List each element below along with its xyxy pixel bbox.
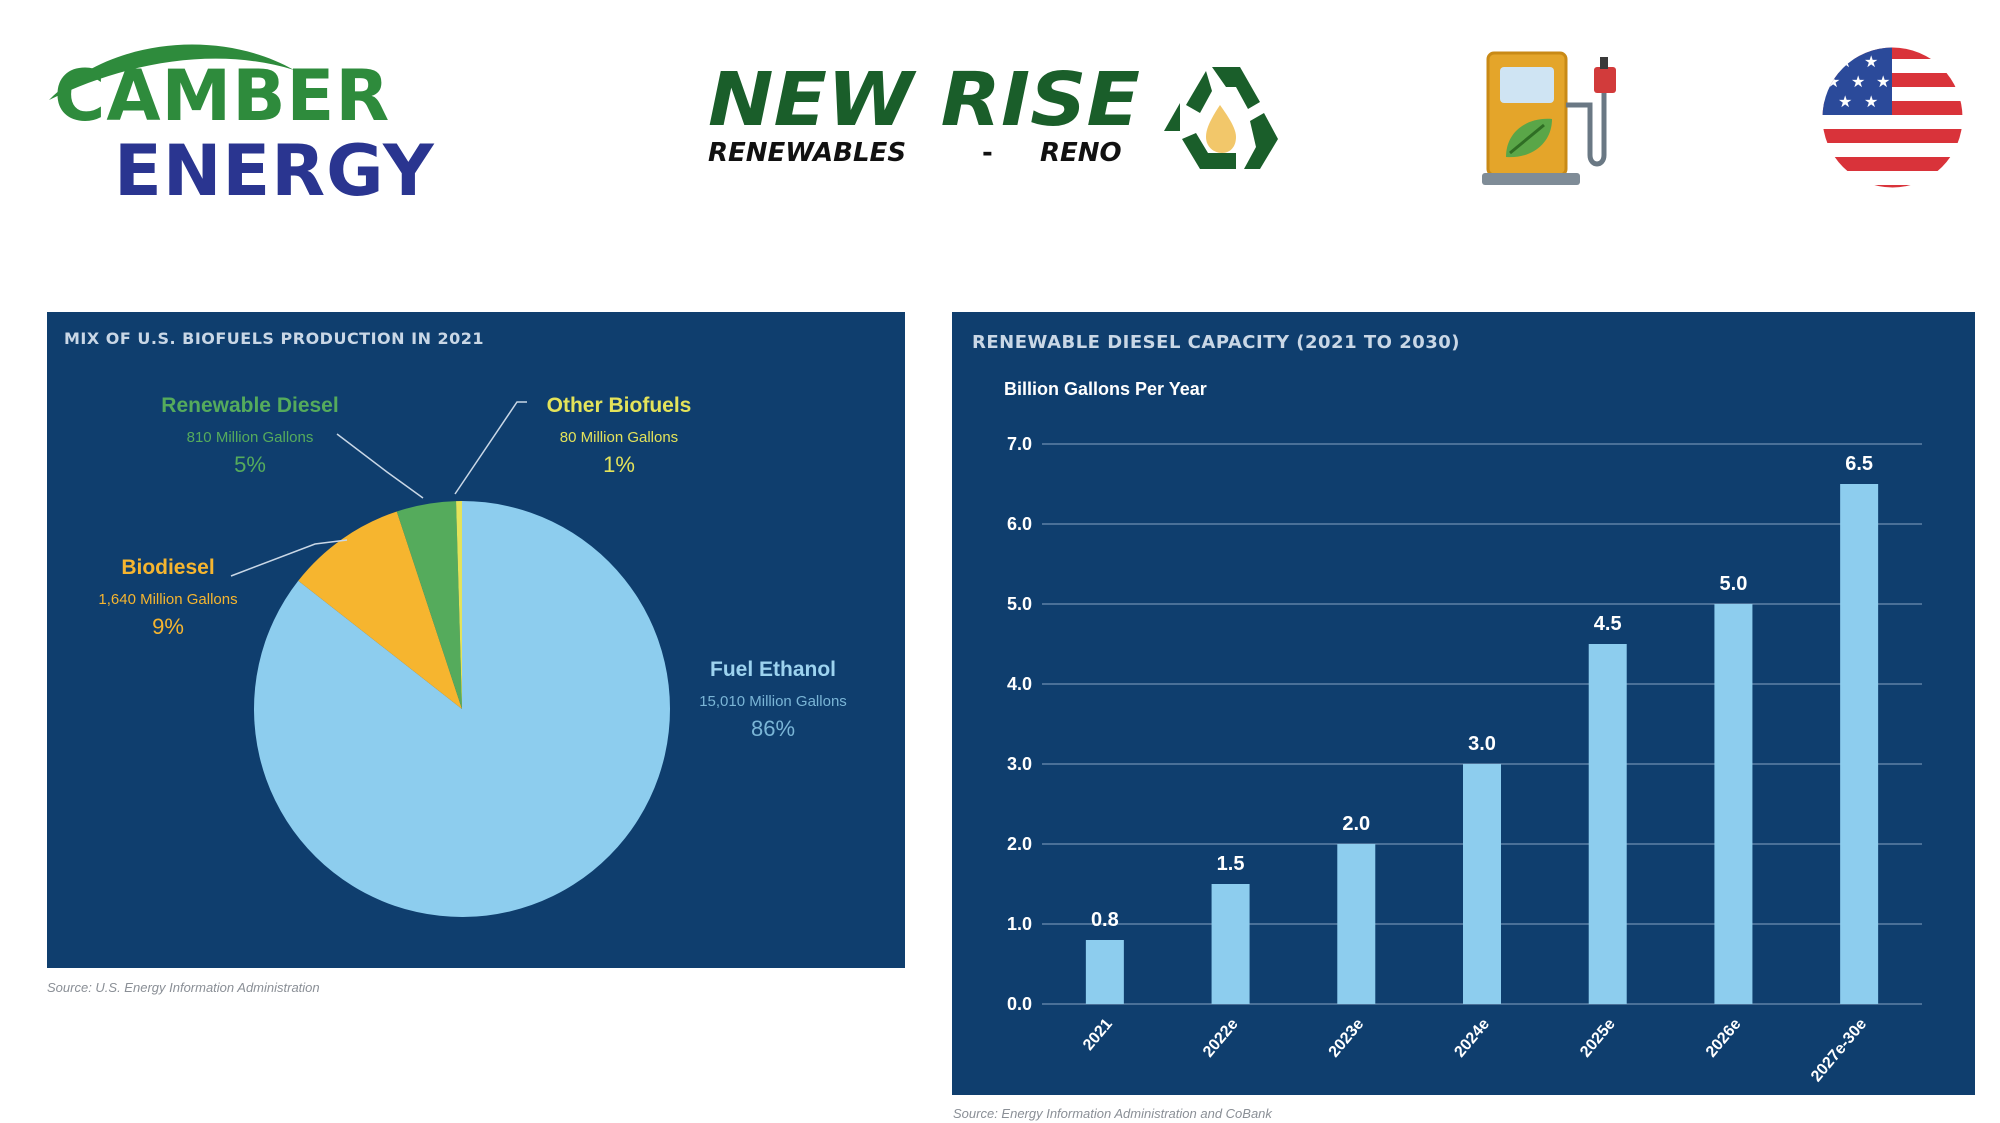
bar-value-label: 6.5 [1845,453,1873,475]
bar-2021 [1085,940,1124,1004]
bar-y-tick-label: 6.0 [1007,514,1032,534]
bar-y-tick-label: 7.0 [1007,434,1032,454]
bar-value-label: 5.0 [1720,573,1748,595]
new-rise-subtitle-right: RENO [1040,138,1122,168]
pie-chart-source: Source: U.S. Energy Information Administ… [47,980,320,995]
new-rise-title: NEW RISE [708,57,1140,143]
bar-y-tick-label: 1.0 [1007,914,1032,934]
us-flag-icon: ★ ★ ★ ★ ★ ★ ★ [1822,47,1963,188]
bar-x-tick-label: 2023e [1326,1016,1368,1061]
pie-leader-line-other-biofuels [454,401,527,495]
bar-chart-source: Source: Energy Information Administratio… [953,1106,1272,1121]
svg-text:★: ★ [1864,92,1878,111]
biofuels-pie-panel: MIX OF U.S. BIOFUELS PRODUCTION IN 2021 … [47,312,905,968]
bar-value-label: 2.0 [1342,813,1370,835]
pie-slice-fuel-ethanol [254,501,671,917]
pie-label-detail-fuel-ethanol: 15,010 Million Gallons [699,693,847,710]
bar-value-label: 1.5 [1217,853,1245,875]
bar-x-tick-label: 2024e [1451,1016,1493,1061]
new-rise-subtitle-left: RENEWABLES [708,138,906,168]
pie-slice-renewable-diesel [396,501,462,709]
pie-label-name-biodiesel: Biodiesel [121,556,214,579]
svg-text:★: ★ [1838,52,1852,71]
svg-text:★: ★ [1851,72,1865,91]
pie-label-name-other-biofuels: Other Biofuels [547,394,692,417]
camber-logo-line1: CAMBER [54,55,390,137]
svg-text:★: ★ [1876,72,1890,91]
svg-text:★: ★ [1826,72,1840,91]
renewable-diesel-bar-panel: RENEWABLE DIESEL CAPACITY (2021 TO 2030)… [952,312,1975,1095]
camber-swoosh [49,44,294,100]
biofuels-pie-chart: Fuel Ethanol 15,010 Million Gallons 86% Bio… [98,394,847,917]
bar-y-tick-label: 0.0 [1007,994,1032,1014]
pie-leader-line-renewable-diesel [336,433,424,499]
renewable-diesel-bar-chart: Billion Gallons Per Year 0.0 1.0 2.0 3.0 4.0 5… [1004,379,1922,1086]
bar-x-tick-label: 2025e [1577,1016,1619,1061]
bar-x-tick-label: 2026e [1703,1016,1745,1061]
bar-chart-title: RENEWABLE DIESEL CAPACITY (2021 TO 2030) [972,332,1461,353]
pie-label-name-renewable-diesel: Renewable Diesel [161,394,338,417]
bar-2024e [1463,764,1501,1004]
bar-value-label: 0.8 [1091,909,1119,931]
bar-value-label: 3.0 [1468,733,1496,755]
recycle-icon [1164,67,1278,169]
bar-y-axis-label: Billion Gallons Per Year [1004,379,1207,399]
bar-x-tick-label: 2021 [1080,1016,1116,1054]
bar-2026e [1714,604,1753,1004]
bar-value-label: 4.5 [1594,613,1622,635]
camber-energy-logo: CAMBER ENERGY [49,44,435,210]
camber-logo-line2: ENERGY [114,130,435,210]
new-rise-subtitle-sep: - [982,138,993,168]
pie-label-detail-other-biofuels: 80 Million Gallons [560,429,678,446]
bar-y-tick-label: 3.0 [1007,754,1032,774]
pie-slice-biodiesel [298,511,462,709]
bar-x-tick-label: 2027e-30e [1808,1016,1870,1086]
bar-2022e [1211,884,1250,1004]
pie-slice-other-biofuels [456,501,462,709]
bar-y-tick-label: 2.0 [1007,834,1032,854]
pie-label-detail-renewable-diesel: 810 Million Gallons [187,429,314,446]
bar-2023e [1337,844,1376,1004]
pie-label-percent-fuel-ethanol: 86% [751,716,795,741]
svg-text:★: ★ [1838,92,1852,111]
bar-x-tick-label: 2022e [1200,1016,1242,1061]
bar-2025e [1588,644,1627,1004]
bar-y-tick-label: 5.0 [1007,594,1032,614]
bar-2027e-30e [1840,484,1879,1004]
bar-y-tick-label: 4.0 [1007,674,1032,694]
pie-leader-line-biodiesel [230,539,348,577]
pie-label-percent-biodiesel: 9% [152,614,184,639]
new-rise-renewables-logo: NEW RISE RENEWABLES - RENO [708,57,1278,169]
pie-label-percent-renewable-diesel: 5% [234,452,266,477]
pie-label-percent-other-biofuels: 1% [603,452,635,477]
biofuel-pump-icon [1482,51,1616,185]
svg-text:★: ★ [1864,52,1878,71]
pie-chart-title: MIX OF U.S. BIOFUELS PRODUCTION IN 2021 [64,329,485,348]
pie-label-name-fuel-ethanol: Fuel Ethanol [710,658,836,681]
pie-label-detail-biodiesel: 1,640 Million Gallons [98,591,237,608]
